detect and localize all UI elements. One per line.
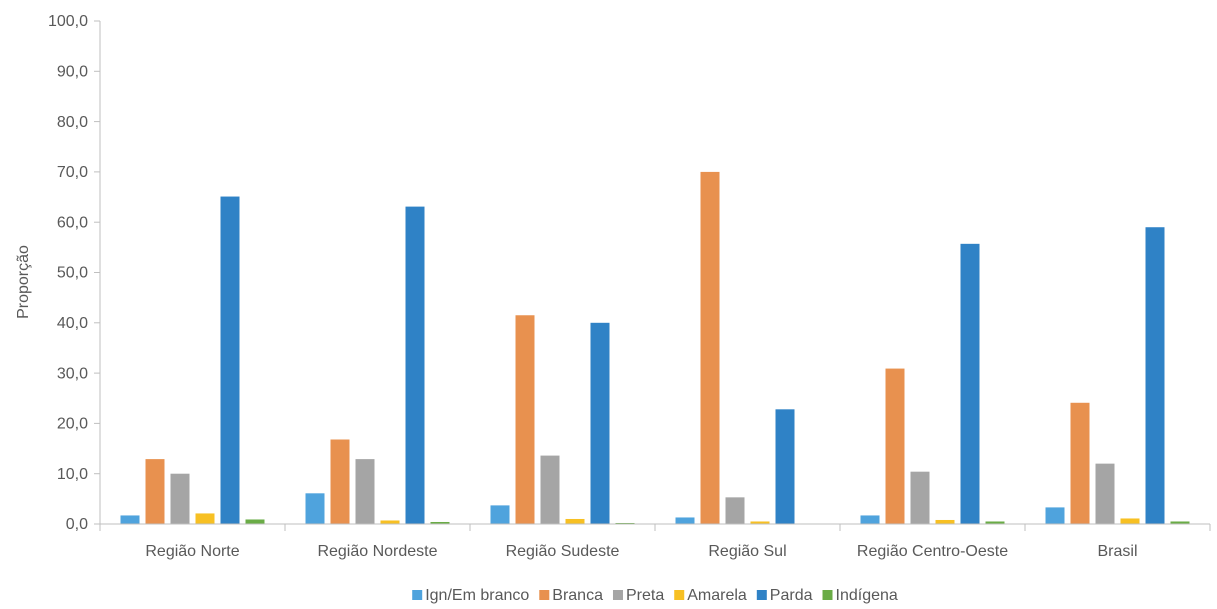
bar-Amarela xyxy=(1120,518,1140,524)
bar-Amarela xyxy=(195,513,215,524)
y-tick-label: 20,0 xyxy=(57,416,88,433)
bar-Ign/Em branco xyxy=(675,517,695,524)
bar-Branca xyxy=(885,368,905,524)
y-tick-label: 80,0 xyxy=(57,114,88,131)
legend-swatch xyxy=(612,590,623,600)
bar-Parda xyxy=(220,196,240,524)
bar-Ign/Em branco xyxy=(860,515,880,524)
bar-Preta xyxy=(910,471,930,524)
y-axis-label: Proporção xyxy=(15,245,32,319)
bar-Indígena xyxy=(1170,521,1190,524)
y-tick-label: 90,0 xyxy=(57,64,88,81)
gridlines xyxy=(94,20,101,525)
bar-Amarela xyxy=(750,521,770,524)
legend-item: Ign/Em branco xyxy=(412,587,529,604)
bar-Ign/Em branco xyxy=(490,505,510,524)
bar-Preta xyxy=(355,459,375,524)
y-tick-label: 0,0 xyxy=(66,516,88,533)
legend-item: Branca xyxy=(539,587,603,604)
y-tick-label: 60,0 xyxy=(57,214,88,231)
legend-label: Amarela xyxy=(687,587,747,604)
bar-Ign/Em branco xyxy=(120,515,140,524)
bar-Indígena xyxy=(615,522,635,524)
x-tick-label: Região Centro-Oeste xyxy=(857,543,1008,560)
bar-Amarela xyxy=(380,520,400,524)
x-axis xyxy=(99,523,1211,531)
bar-Branca xyxy=(330,439,350,524)
bars xyxy=(120,171,1190,525)
bar-Ign/Em branco xyxy=(1045,507,1065,524)
y-axis-ticks: 0,0 10,0 20,0 30,0 40,0 50,0 60,0 70,0 80,0 90,0 1… xyxy=(48,13,88,533)
bar-Branca xyxy=(515,315,535,524)
y-tick-label: 10,0 xyxy=(57,466,88,483)
bar-Indígena xyxy=(985,521,1005,524)
legend-item: Preta xyxy=(612,587,664,604)
bar-Branca xyxy=(1070,402,1090,524)
y-tick-label: 50,0 xyxy=(57,265,88,282)
legend-label: Parda xyxy=(770,587,813,604)
bar-Amarela xyxy=(935,519,955,524)
bar-Parda xyxy=(960,243,980,525)
legend-label: Preta xyxy=(626,587,664,604)
legend-item: Parda xyxy=(756,587,813,604)
bar-Ign/Em branco xyxy=(305,493,325,524)
legend-swatch xyxy=(756,590,767,600)
bar-Preta xyxy=(1095,463,1115,524)
bar-Parda xyxy=(775,409,795,524)
x-tick-label: Brasil xyxy=(1097,543,1137,560)
legend-item: Amarela xyxy=(674,587,747,604)
y-tick-label: 70,0 xyxy=(57,164,88,181)
bar-Indígena xyxy=(245,519,265,524)
legend: Ign/Em branco Branca Preta Amarela Parda Indí… xyxy=(412,587,898,604)
bar-Parda xyxy=(405,206,425,524)
legend-label: Indígena xyxy=(836,587,898,604)
bar-Branca xyxy=(145,459,165,524)
bar-Preta xyxy=(170,473,190,524)
y-tick-label: 100,0 xyxy=(48,13,88,30)
y-tick-label: 40,0 xyxy=(57,315,88,332)
y-tick-label: 30,0 xyxy=(57,365,88,382)
legend-label: Ign/Em branco xyxy=(425,587,529,604)
legend-swatch xyxy=(412,590,423,600)
bar-Amarela xyxy=(565,518,585,524)
bar-Branca xyxy=(700,171,720,524)
bar-Preta xyxy=(540,455,560,524)
legend-label: Branca xyxy=(552,587,603,604)
legend-item: Indígena xyxy=(822,587,898,604)
legend-swatch xyxy=(822,590,833,600)
bar-Parda xyxy=(590,322,610,524)
legend-swatch xyxy=(539,590,550,600)
x-axis-ticks: Região Norte Região Nordeste Região Sudest… xyxy=(145,543,1137,560)
bar-Indígena xyxy=(430,521,450,524)
x-tick-label: Região Nordeste xyxy=(317,543,437,560)
bar-Parda xyxy=(1145,227,1165,525)
x-tick-label: Região Sudeste xyxy=(506,543,620,560)
legend-swatch xyxy=(674,590,685,600)
x-tick-label: Região Sul xyxy=(708,543,786,560)
x-tick-label: Região Norte xyxy=(145,543,239,560)
bar-Preta xyxy=(725,497,745,524)
